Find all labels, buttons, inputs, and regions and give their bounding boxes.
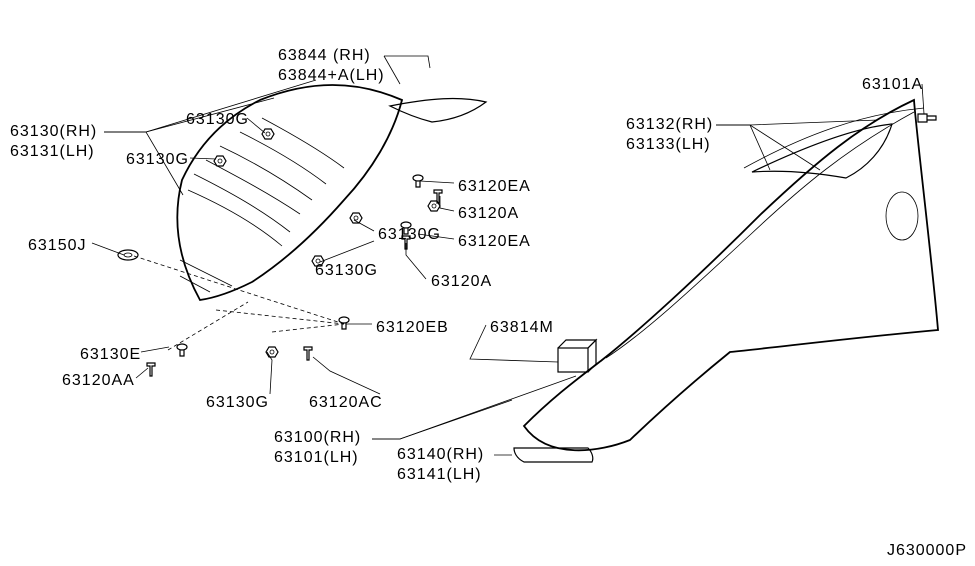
callout-l-63120A-2: 63120A xyxy=(431,272,492,292)
callout-l-63130E: 63130E xyxy=(80,345,141,365)
callout-l-63130G-2: 63130G xyxy=(126,150,189,170)
callout-l-63120EB: 63120EB xyxy=(376,318,449,338)
callout-l-63130G-5: 63130G xyxy=(206,393,269,413)
callout-l-63814M: 63814M xyxy=(490,318,554,338)
callout-l-63120A-1: 63120A xyxy=(458,204,519,224)
callout-l-63120AC: 63120AC xyxy=(309,393,383,413)
document-id: J630000P xyxy=(887,542,967,560)
callout-l-63120EA-2: 63120EA xyxy=(458,232,531,252)
callout-l-63150J: 63150J xyxy=(28,236,87,256)
callout-l-63130-br: 63130(RH)63131(LH) xyxy=(10,122,97,162)
callout-l-63120EA-1: 63120EA xyxy=(458,177,531,197)
callout-l-63100: 63100(RH)63101(LH) xyxy=(274,428,361,468)
callout-l-63120AA: 63120AA xyxy=(62,371,135,391)
callout-l-63130G-1: 63130G xyxy=(186,110,249,130)
callout-l-63844: 63844 (RH)63844+A(LH) xyxy=(278,46,385,86)
diagram-stage: 63844 (RH)63844+A(LH) 63101A 63132(RH)6313… xyxy=(0,0,975,566)
callout-l-63132: 63132(RH)63133(LH) xyxy=(626,115,713,155)
callout-l-63140: 63140(RH)63141(LH) xyxy=(397,445,484,485)
callout-l-63101A: 63101A xyxy=(862,75,923,95)
callout-l-63130G-4: 63130G xyxy=(315,261,378,281)
callout-l-63130G-3: 63130G xyxy=(378,225,441,245)
